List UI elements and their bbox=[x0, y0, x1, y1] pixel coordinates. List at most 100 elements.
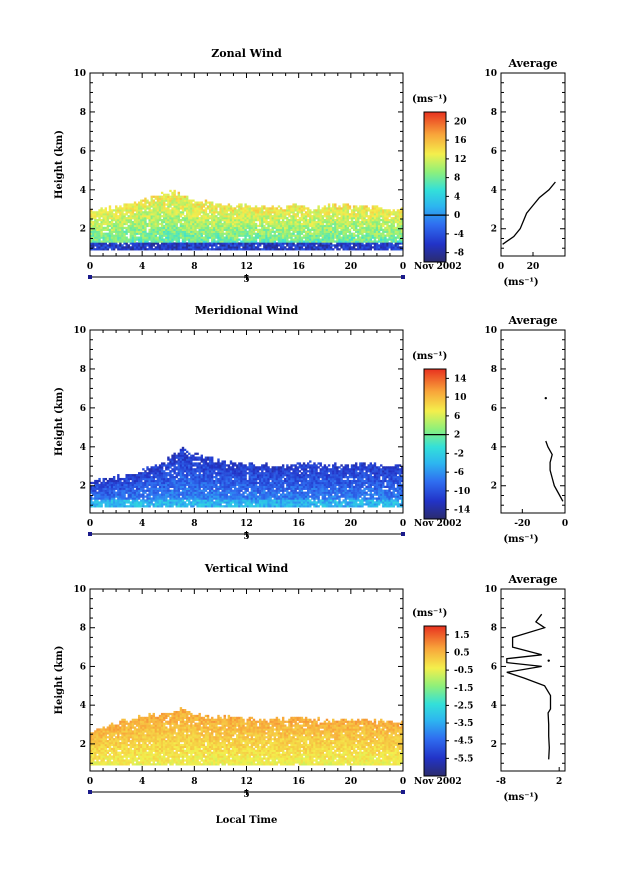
heatmap-cell bbox=[105, 242, 107, 244]
heatmap-cell bbox=[205, 235, 207, 237]
heatmap-cell bbox=[180, 453, 182, 455]
heatmap-cell bbox=[119, 235, 121, 237]
heatmap-cell bbox=[397, 231, 399, 233]
heatmap-cell bbox=[284, 248, 286, 250]
heatmap-cell bbox=[221, 244, 223, 246]
heatmap-cell bbox=[94, 503, 96, 505]
heatmap-cell bbox=[357, 237, 359, 239]
heatmap-cell bbox=[219, 205, 221, 207]
heatmap-cell bbox=[98, 248, 100, 250]
colorbar-tick-label: 8 bbox=[454, 174, 460, 184]
heatmap-cell bbox=[388, 219, 390, 221]
heatmap-cell bbox=[274, 223, 276, 225]
heatmap-cell bbox=[353, 215, 355, 217]
heatmap-cell bbox=[190, 482, 192, 484]
heatmap-cell bbox=[188, 237, 190, 239]
heatmap-cell bbox=[395, 219, 397, 221]
heatmap-cell bbox=[123, 486, 125, 488]
heatmap-cell bbox=[301, 205, 303, 207]
heatmap-cell bbox=[221, 231, 223, 233]
heatmap-cell bbox=[138, 497, 140, 499]
heatmap-cell bbox=[261, 238, 263, 240]
heatmap-cell bbox=[315, 229, 317, 231]
heatmap-cell bbox=[194, 457, 196, 459]
heatmap-cell bbox=[230, 480, 232, 482]
heatmap-cell bbox=[140, 209, 142, 211]
heatmap-cell bbox=[320, 231, 322, 233]
heatmap-cell bbox=[290, 238, 292, 240]
colorbar-tick-label: 4 bbox=[454, 192, 460, 202]
heatmap-cell bbox=[399, 242, 401, 244]
heatmap-cell bbox=[196, 474, 198, 476]
heatmap-cell bbox=[138, 205, 140, 207]
heatmap-cell bbox=[384, 221, 386, 223]
heatmap-cell bbox=[163, 248, 165, 250]
heatmap-cell bbox=[125, 246, 127, 248]
heatmap-cell bbox=[146, 201, 148, 203]
heatmap-cell bbox=[249, 209, 251, 211]
heatmap-cell bbox=[217, 213, 219, 215]
heatmap-cell bbox=[125, 242, 127, 244]
heatmap-cell bbox=[192, 464, 194, 466]
heatmap-cell bbox=[332, 219, 334, 221]
heatmap-cell bbox=[98, 492, 100, 494]
heatmap-cell bbox=[134, 497, 136, 499]
heatmap-cell bbox=[199, 235, 201, 237]
heatmap-cell bbox=[186, 233, 188, 235]
heatmap-cell bbox=[240, 480, 242, 482]
heatmap-cell bbox=[153, 221, 155, 223]
heatmap-cell bbox=[282, 219, 284, 221]
heatmap-cell bbox=[292, 219, 294, 221]
heatmap-cell bbox=[365, 213, 367, 215]
heatmap-cell bbox=[322, 233, 324, 235]
heatmap-cell bbox=[219, 472, 221, 474]
heatmap-cell bbox=[238, 244, 240, 246]
heatmap-cell bbox=[384, 211, 386, 213]
heatmap-cell bbox=[228, 476, 230, 478]
heatmap-cell bbox=[242, 211, 244, 213]
heatmap-cell bbox=[92, 215, 94, 217]
heatmap-cell bbox=[322, 246, 324, 248]
heatmap-cell bbox=[288, 209, 290, 211]
heatmap-cell bbox=[184, 207, 186, 209]
heatmap-cell bbox=[100, 223, 102, 225]
heatmap-cell bbox=[155, 482, 157, 484]
heatmap-cell bbox=[167, 205, 169, 207]
heatmap-cell bbox=[196, 207, 198, 209]
heatmap-cell bbox=[278, 229, 280, 231]
heatmap-cell bbox=[169, 240, 171, 242]
heatmap-cell bbox=[342, 242, 344, 244]
heatmap-cell bbox=[365, 240, 367, 242]
heatmap-cell bbox=[167, 494, 169, 496]
heatmap-cell bbox=[336, 240, 338, 242]
heatmap-cell bbox=[334, 225, 336, 227]
heatmap-cell bbox=[138, 233, 140, 235]
heatmap-cell bbox=[219, 488, 221, 490]
heatmap-cell bbox=[161, 229, 163, 231]
heatmap-cell bbox=[134, 215, 136, 217]
heatmap-cell bbox=[98, 497, 100, 499]
heatmap-cell bbox=[267, 221, 269, 223]
heatmap-cell bbox=[178, 229, 180, 231]
heatmap-cell bbox=[242, 468, 244, 470]
heatmap-cell bbox=[163, 462, 165, 464]
heatmap-cell bbox=[209, 488, 211, 490]
heatmap-cell bbox=[207, 240, 209, 242]
heatmap-cell bbox=[182, 201, 184, 203]
heatmap-cell bbox=[142, 219, 144, 221]
heatmap-cell bbox=[282, 211, 284, 213]
heatmap-cell bbox=[226, 207, 228, 209]
heatmap-cell bbox=[173, 495, 175, 497]
heatmap-cell bbox=[232, 242, 234, 244]
heatmap-cell bbox=[359, 237, 361, 239]
heatmap-cell bbox=[196, 458, 198, 460]
heatmap-cell bbox=[244, 213, 246, 215]
heatmap-cell bbox=[203, 482, 205, 484]
heatmap-cell bbox=[324, 235, 326, 237]
heatmap-cell bbox=[123, 482, 125, 484]
heatmap-cell bbox=[359, 225, 361, 227]
heatmap-cell bbox=[173, 209, 175, 211]
heatmap-cell bbox=[132, 492, 134, 494]
heatmap-cell bbox=[192, 238, 194, 240]
heatmap-cell bbox=[234, 237, 236, 239]
